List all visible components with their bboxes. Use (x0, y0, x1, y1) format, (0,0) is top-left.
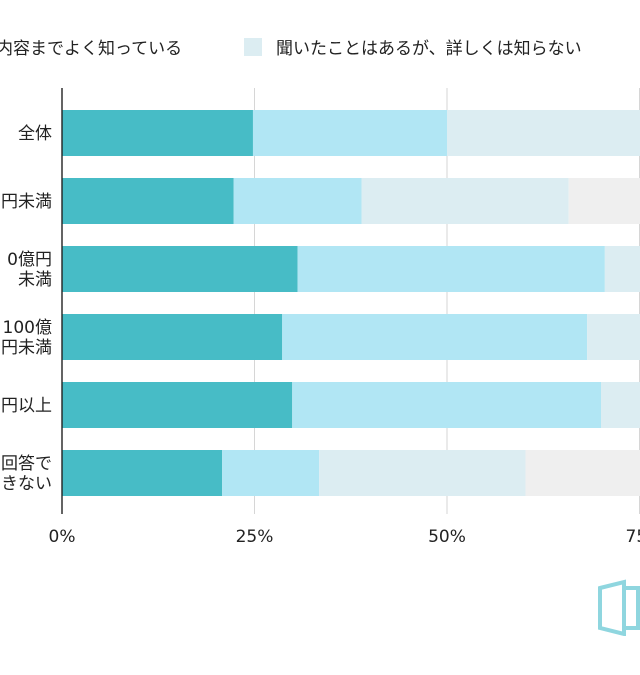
bar-segment-2-row-1 (252, 110, 447, 156)
category-label: 円未満 (1, 338, 52, 358)
x-tick-label: 75 (626, 527, 640, 547)
bar-segment-1-row-2 (62, 178, 234, 224)
brand-logo-icon (598, 579, 640, 636)
bar-segment-2-row-6 (222, 450, 320, 496)
x-tick-label: 50% (428, 527, 466, 547)
bar-segment-2-row-4 (282, 314, 588, 360)
bar-segment-1-row-3 (62, 246, 298, 292)
bar-segment-3-row-6 (319, 450, 526, 496)
bar-segment-3-row-3 (604, 246, 640, 292)
x-tick-label: 0% (49, 527, 76, 547)
bar-segment-2-row-5 (292, 382, 601, 428)
legend-item-well-known: 内容までよく知っている (0, 34, 182, 59)
legend-label-well-known: 内容までよく知っている (0, 39, 183, 59)
category-label: 円以上 (1, 396, 52, 416)
category-label: 全体 (18, 124, 52, 144)
legend-label-heard-of: 聞いたことはあるが、詳しくは知らない (276, 39, 582, 59)
bar-segment-3-row-2 (361, 178, 569, 224)
bar-segment-2-row-3 (297, 246, 605, 292)
bar-segment-1-row-5 (62, 382, 293, 428)
category-label: 100億 (3, 318, 52, 338)
category-label: 未満 (18, 270, 52, 290)
category-label: 回答で (1, 454, 52, 474)
bar-segment-2-row-2 (233, 178, 362, 224)
bar-segment-1-row-4 (62, 314, 283, 360)
bar-segment-3-row-5 (601, 382, 640, 428)
bar-segment-4-row-2 (568, 178, 640, 224)
x-tick-label: 25% (236, 527, 274, 547)
bar-segment-1-row-6 (62, 450, 223, 496)
category-label: きない (1, 474, 52, 494)
legend-swatch-heard-of (244, 37, 262, 56)
bar-segment-3-row-4 (587, 314, 640, 360)
bar-segment-4-row-6 (525, 450, 640, 496)
legend-item-heard-of: 聞いたことはあるが、詳しくは知らない (244, 34, 582, 59)
bar-segment-1-row-1 (62, 110, 253, 156)
bar-segment-3-row-1 (447, 110, 640, 156)
category-label: 0億円 (7, 250, 52, 270)
category-label: 円未満 (1, 192, 52, 212)
